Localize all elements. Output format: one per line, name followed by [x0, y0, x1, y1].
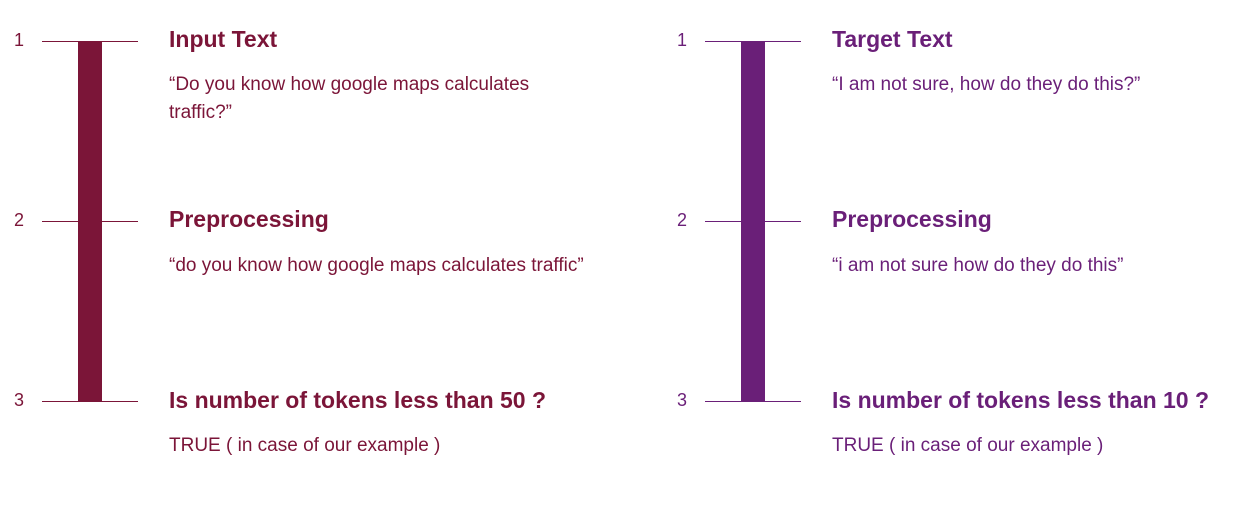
step-1-tick — [42, 41, 138, 42]
input-text-pipeline: 1 Input Text “Do you know how google map… — [14, 26, 584, 457]
step-1-number: 1 — [14, 30, 25, 50]
step-3-number: 3 — [677, 390, 688, 410]
step-1-text: “Do you know how google maps calculates … — [169, 74, 530, 123]
step-3-heading: Is number of tokens less than 10 ? — [832, 387, 1210, 413]
step-3-text: TRUE ( in case of our example ) — [169, 435, 441, 456]
step-2-tick — [705, 221, 801, 222]
step-1-heading: Target Text — [832, 26, 953, 52]
step-3-heading: Is number of tokens less than 50 ? — [169, 387, 547, 413]
step-3-number: 3 — [14, 390, 25, 410]
step-2-text: “do you know how google maps calculates … — [169, 255, 584, 276]
step-1-heading: Input Text — [169, 26, 278, 52]
step-1-text: “I am not sure, how do they do this?” — [832, 74, 1141, 95]
step-2-text: “i am not sure how do they do this” — [832, 255, 1124, 276]
step-3-tick — [705, 401, 801, 402]
step-1-tick — [705, 41, 801, 42]
step-2-number: 2 — [14, 210, 25, 230]
step-3-text: TRUE ( in case of our example ) — [832, 435, 1104, 456]
step-2-number: 2 — [677, 210, 688, 230]
step-2-tick — [42, 221, 138, 222]
step-1-number: 1 — [677, 30, 688, 50]
step-3-tick — [42, 401, 138, 402]
step-2-heading: Preprocessing — [169, 206, 329, 232]
target-text-pipeline: 1 Target Text “I am not sure, how do the… — [663, 0, 1241, 520]
step-2-heading: Preprocessing — [832, 206, 992, 232]
